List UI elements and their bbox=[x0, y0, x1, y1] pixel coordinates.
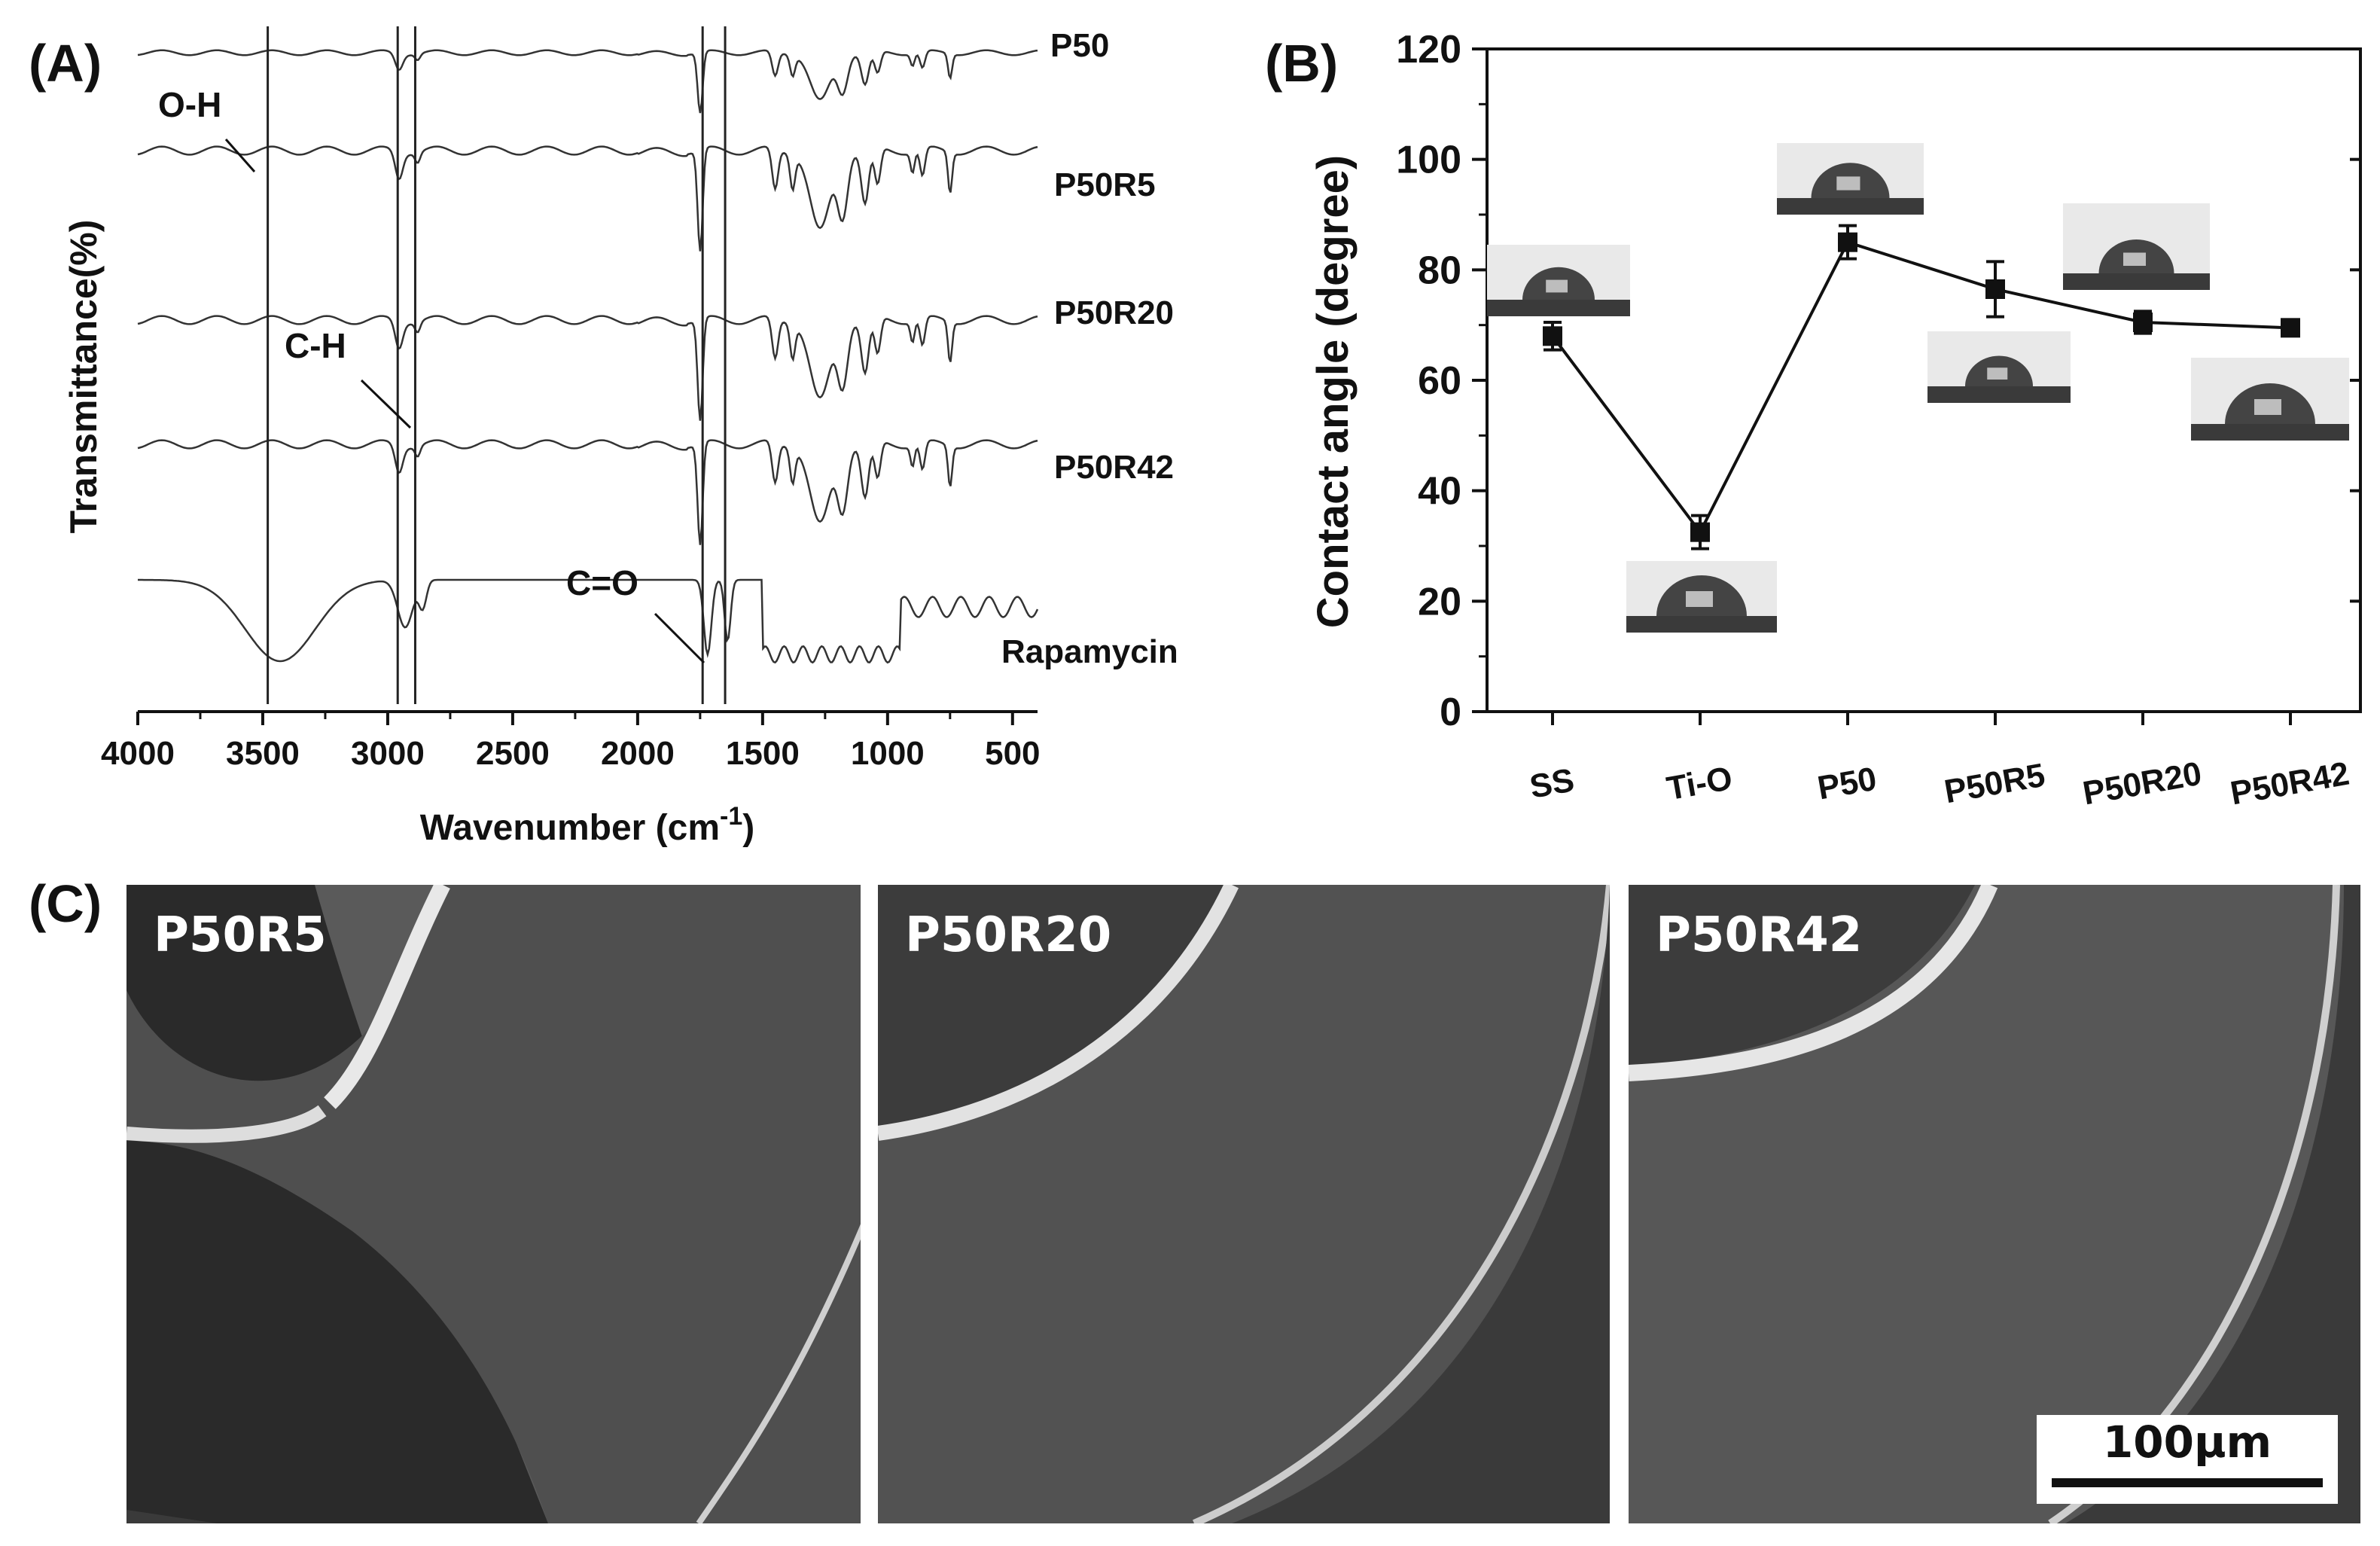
ftir-curve-p50r5 bbox=[137, 145, 1038, 252]
contact-angle-x-tick-label: Ti-O bbox=[1664, 760, 1735, 807]
sem-label-2: P50R20 bbox=[905, 907, 1112, 963]
droplet-images bbox=[1487, 143, 2349, 633]
scale-bar: 100µm bbox=[2037, 1415, 2338, 1504]
contact-angle-y-tick-label: 20 bbox=[1418, 580, 1461, 624]
contact-angle-line bbox=[1551, 240, 2291, 535]
contact-angle-y-tick-label: 0 bbox=[1440, 691, 1461, 734]
droplet-image bbox=[1777, 143, 1924, 215]
droplet-image bbox=[1487, 245, 1630, 316]
ftir-xlabel: Wavenumber (cm-1) bbox=[420, 802, 755, 848]
ftir-series-label: P50R5 bbox=[1054, 166, 1156, 203]
contact-angle-point bbox=[1543, 326, 1562, 346]
contact-angle-points bbox=[1543, 224, 2300, 550]
contact-angle-chart: 0 20 40 60 80 100 120 SS Ti-O P50 P50R5 P50R20 P50R4… bbox=[1309, 28, 2362, 813]
sem-image-2 bbox=[878, 885, 1610, 1523]
sem-label-3: P50R42 bbox=[1656, 907, 1863, 963]
droplet-highlight bbox=[2254, 399, 2281, 415]
droplet-highlight bbox=[1686, 591, 1713, 607]
ftir-ylabel: Transmittance(%) bbox=[62, 220, 105, 534]
droplet-substrate bbox=[1777, 198, 1924, 215]
ftir-annotation-co: C=O bbox=[566, 563, 638, 602]
ftir-arrow-co bbox=[654, 612, 705, 664]
ftir-curve-p50 bbox=[137, 49, 1038, 114]
ftir-chart: 4000 3500 3000 2500 2000 1500 1000 500 P50 P50R5… bbox=[62, 26, 1178, 848]
sem-panel-2: P50R20 bbox=[878, 885, 1610, 1523]
contact-angle-point bbox=[2281, 318, 2300, 338]
droplet-image bbox=[1927, 331, 2071, 403]
contact-angle-series-line bbox=[1551, 240, 2291, 535]
ftir-curve-p50r42 bbox=[137, 439, 1038, 545]
panel-label-b: (B) bbox=[1265, 34, 1339, 93]
contact-angle-ylabel: Contact angle (degree) bbox=[1309, 155, 1358, 628]
droplet-substrate bbox=[1626, 616, 1777, 633]
ftir-x-tick-label: 3500 bbox=[226, 735, 300, 772]
ftir-x-tick-label: 4000 bbox=[101, 735, 175, 772]
droplet-highlight bbox=[1987, 367, 2008, 380]
ftir-x-tick-label: 1000 bbox=[851, 735, 925, 772]
droplet-image bbox=[1626, 561, 1777, 633]
contact-angle-y-tick-label: 60 bbox=[1418, 359, 1461, 403]
sem-image-1 bbox=[126, 885, 861, 1523]
ftir-x-tick-label: 3000 bbox=[351, 735, 425, 772]
droplet-substrate bbox=[2191, 424, 2349, 441]
droplet-highlight bbox=[1836, 176, 1860, 191]
droplet-substrate bbox=[1927, 386, 2071, 403]
droplet-substrate bbox=[2063, 273, 2210, 290]
ftir-series-label: P50R20 bbox=[1054, 294, 1174, 331]
scale-bar-label: 100µm bbox=[2102, 1416, 2272, 1468]
ftir-arrow-oh bbox=[224, 139, 256, 172]
ftir-curves bbox=[137, 49, 1039, 664]
contact-angle-x-tick-label: P50R42 bbox=[2228, 755, 2352, 813]
contact-angle-point bbox=[1838, 232, 1857, 252]
ftir-annotation-ch: C-H bbox=[285, 326, 346, 365]
ftir-axis: 4000 3500 3000 2500 2000 1500 1000 500 bbox=[101, 710, 1041, 772]
contact-angle-y-tick-label: 100 bbox=[1396, 139, 1461, 182]
droplet-highlight bbox=[2123, 252, 2146, 266]
contact-angle-axis: 0 20 40 60 80 100 120 SS Ti-O P50 P50R5 P50R20 P50R4… bbox=[1396, 28, 2362, 813]
droplet-image bbox=[2191, 358, 2349, 441]
ftir-series-labels: P50 P50R5 P50R20 P50R42 Rapamycin bbox=[1001, 27, 1178, 670]
ftir-x-tick-label: 2500 bbox=[476, 735, 550, 772]
scale-bar-line bbox=[2052, 1478, 2323, 1487]
sem-image-3 bbox=[1629, 885, 2360, 1523]
contact-angle-point bbox=[2133, 313, 2153, 332]
ftir-x-tick-label: 2000 bbox=[601, 735, 675, 772]
ftir-series-label: Rapamycin bbox=[1001, 633, 1178, 670]
droplet-substrate bbox=[1487, 300, 1630, 316]
contact-angle-x-tick-label: P50R5 bbox=[1942, 757, 2048, 811]
ftir-series-label: P50R42 bbox=[1054, 449, 1174, 486]
contact-angle-y-tick-label: 120 bbox=[1396, 28, 1461, 72]
ftir-arrow-ch bbox=[360, 379, 412, 429]
contact-angle-x-tick-label: P50 bbox=[1815, 761, 1879, 807]
ftir-series-label: P50 bbox=[1050, 27, 1109, 64]
ftir-x-tick-label: 1500 bbox=[726, 735, 800, 772]
contact-angle-point bbox=[1690, 522, 1710, 542]
ftir-curve-rapamycin bbox=[138, 578, 1039, 664]
panel-label-c: (C) bbox=[29, 874, 102, 933]
sem-panel-1: P50R5 bbox=[126, 885, 861, 1523]
contact-angle-y-tick-label: 40 bbox=[1418, 470, 1461, 514]
contact-angle-y-tick-label: 80 bbox=[1418, 249, 1461, 292]
panel-label-a: (A) bbox=[29, 34, 102, 93]
ftir-curve-p50r20 bbox=[137, 315, 1038, 421]
ftir-annotations: O-H C-H C=O bbox=[158, 85, 705, 664]
sem-panel-3: P50R42 100µm bbox=[1629, 885, 2360, 1523]
droplet-highlight bbox=[1546, 279, 1568, 293]
contact-angle-x-tick-label: P50R20 bbox=[2080, 755, 2205, 813]
droplet-image bbox=[2063, 203, 2210, 290]
contact-angle-x-tick-label: SS bbox=[1527, 761, 1577, 805]
sem-label-1: P50R5 bbox=[154, 907, 327, 963]
contact-angle-point bbox=[1985, 279, 2005, 299]
ftir-annotation-oh: O-H bbox=[158, 85, 221, 124]
ftir-marker-lines bbox=[267, 26, 727, 704]
ftir-x-tick-label: 500 bbox=[985, 735, 1040, 772]
